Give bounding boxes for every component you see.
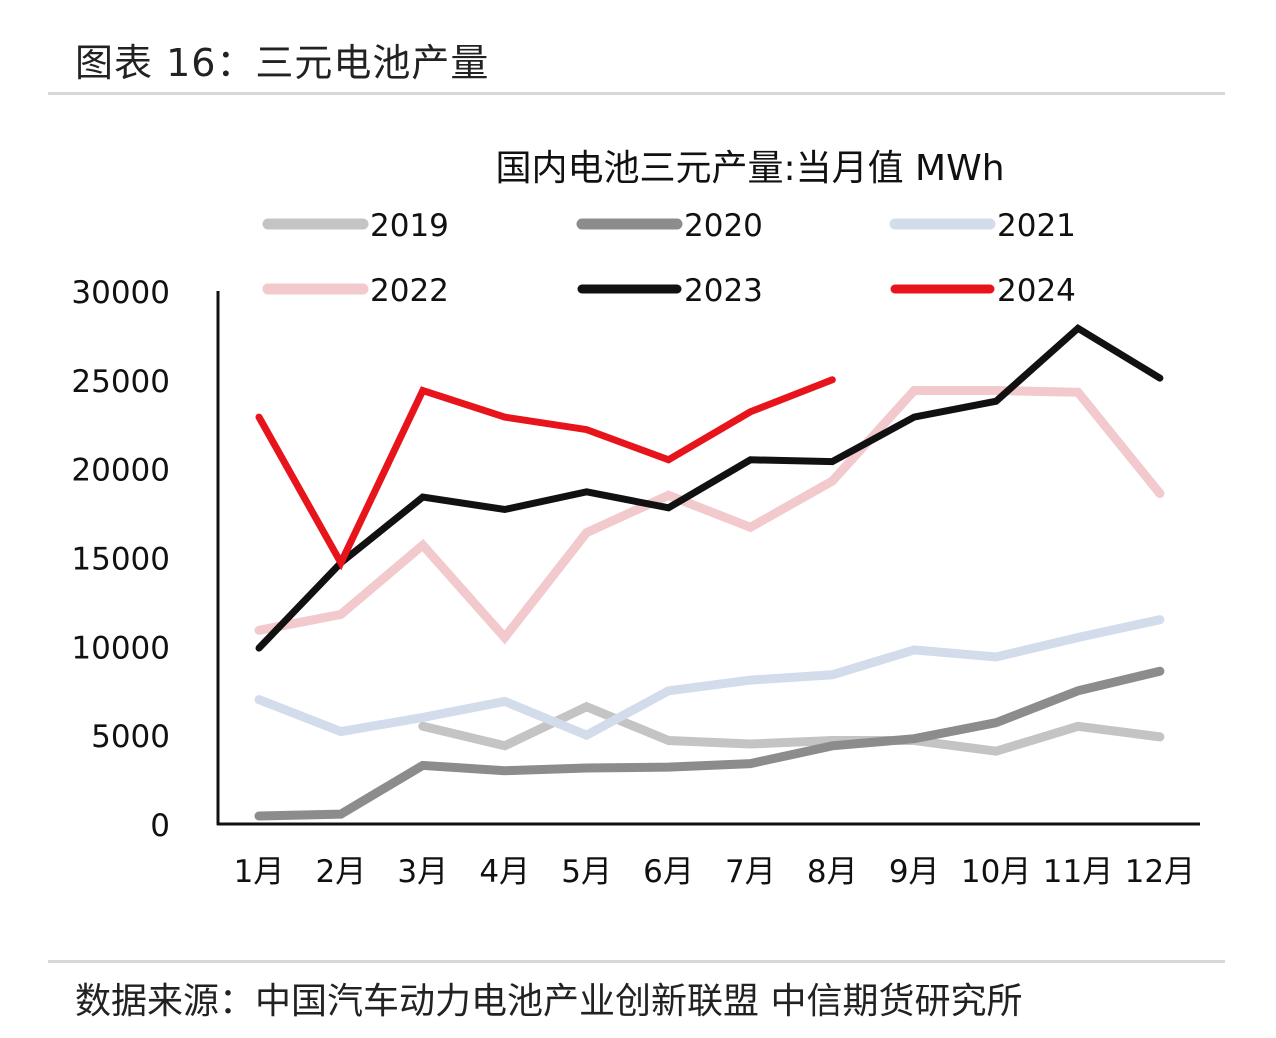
x-tick-label: 10月: [961, 854, 1031, 890]
y-tick-label: 5000: [91, 719, 170, 755]
x-tick-label: 11月: [1043, 854, 1113, 890]
legend-label-2021: 2021: [997, 208, 1076, 244]
x-tick-label: 2月: [316, 854, 367, 890]
x-tick-label: 1月: [234, 854, 285, 890]
bottom-divider: [48, 960, 1225, 963]
figure-title: 图表 16：三元电池产量: [75, 41, 490, 85]
top-divider: [48, 92, 1225, 95]
series-line-2024: [255, 376, 836, 571]
series-line-2020: [254, 666, 1165, 821]
source-note: 数据来源：中国汽车动力电池产业创新联盟 中信期货研究所: [75, 981, 1023, 1022]
x-tick-label: 3月: [397, 854, 448, 890]
series-line-2022: [254, 386, 1165, 645]
series-line-2021: [254, 615, 1165, 741]
x-tick-label: 7月: [725, 854, 776, 890]
x-tick-label: 8月: [807, 854, 858, 890]
series-line-2019: [418, 701, 1165, 756]
series-lines: [254, 323, 1165, 821]
x-axis-ticks: 1月 2月 3月 4月 5月 6月 7月 8月 9月 10月 11月 12月: [234, 854, 1195, 890]
x-tick-label: 5月: [561, 854, 612, 890]
legend-label-2019: 2019: [370, 208, 449, 244]
legend-label-2024: 2024: [997, 273, 1076, 309]
x-tick-label: 12月: [1125, 854, 1195, 890]
y-tick-label: 0: [150, 808, 170, 844]
series-line-2023: [255, 323, 1164, 652]
legend: 2019 2020 2021 2022 2023 2024: [262, 208, 1076, 309]
y-tick-label: 25000: [71, 364, 170, 400]
y-tick-label: 30000: [71, 275, 170, 311]
x-tick-label: 9月: [889, 854, 940, 890]
y-axis-ticks: 0 5000 10000 15000 20000 25000 30000: [71, 275, 170, 844]
legend-label-2020: 2020: [684, 208, 763, 244]
x-tick-label: 4月: [479, 854, 530, 890]
chart-title: 国内电池三元产量:当月值 MWh: [495, 148, 1004, 189]
y-tick-label: 20000: [71, 453, 170, 489]
legend-label-2022: 2022: [370, 273, 449, 309]
x-tick-label: 6月: [643, 854, 694, 890]
y-tick-label: 10000: [71, 630, 170, 666]
legend-label-2023: 2023: [684, 273, 763, 309]
y-tick-label: 15000: [71, 542, 170, 578]
